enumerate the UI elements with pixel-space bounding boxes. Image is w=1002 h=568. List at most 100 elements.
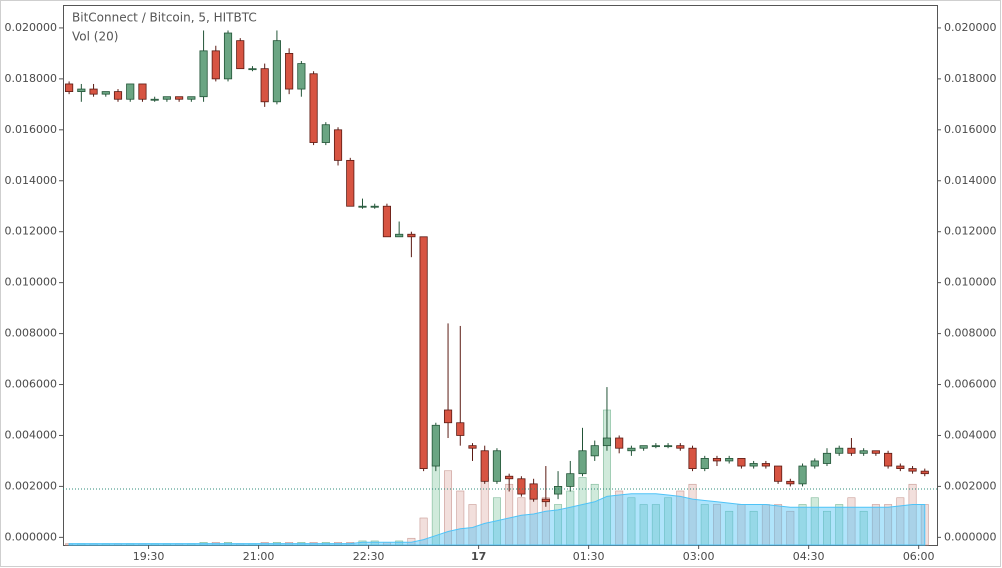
x-tick-label: 19:30 xyxy=(133,550,165,563)
candle-body xyxy=(223,32,233,80)
candle-body xyxy=(725,457,734,462)
candle-body xyxy=(211,50,220,80)
candle-body xyxy=(688,447,697,469)
y-tick-label: 0.000000 xyxy=(5,530,58,543)
candle-body xyxy=(199,50,208,98)
candle-body xyxy=(676,445,685,449)
y-tick-label: 0.020000 xyxy=(5,21,58,34)
y-tick-label-right: 0.014000 xyxy=(944,174,997,187)
x-tick-label: 22:30 xyxy=(353,550,385,563)
x-tick-label: 04:30 xyxy=(793,550,825,563)
candle-body xyxy=(505,475,514,480)
candle-body xyxy=(285,52,294,90)
candle-body xyxy=(321,124,330,143)
candle-body xyxy=(639,445,648,449)
x-tick-label: 03:00 xyxy=(683,550,715,563)
candle-body xyxy=(150,98,159,101)
axes-layer: 0.000000 0.000000 0.002000 0.002000 0.004000… xyxy=(5,21,997,563)
y-tick-label: 0.004000 xyxy=(5,428,58,441)
candle-body xyxy=(89,88,98,95)
candle-body xyxy=(162,96,171,100)
y-tick-label-right: 0.004000 xyxy=(944,428,997,441)
candle-body xyxy=(395,233,404,238)
volume-bar xyxy=(431,463,440,546)
candle-body xyxy=(272,40,281,103)
candle-body xyxy=(712,457,722,462)
x-tick-label: 21:00 xyxy=(243,550,275,563)
candle-body xyxy=(627,447,636,452)
candle-body xyxy=(480,450,489,482)
candle-body xyxy=(443,409,453,424)
candle-body xyxy=(77,88,86,93)
candle-body xyxy=(382,205,391,238)
candle-body xyxy=(553,486,563,495)
y-tick-label: 0.002000 xyxy=(5,479,58,492)
candle-body xyxy=(492,450,502,482)
candle-body xyxy=(664,445,673,448)
candle-body xyxy=(847,447,856,454)
candle-body xyxy=(578,450,587,475)
candle-body xyxy=(529,483,538,500)
candle-body xyxy=(126,83,135,100)
candle-body xyxy=(138,83,147,100)
candle-body xyxy=(835,447,844,454)
chart-title: BitConnect / Bitcoin, 5, HITBTC xyxy=(72,11,257,25)
candle-body xyxy=(419,236,428,469)
candle-body xyxy=(333,129,343,161)
x-tick-label: 01:30 xyxy=(573,550,605,563)
candle-body xyxy=(309,73,318,143)
x-tick-label: 17 xyxy=(471,550,486,563)
y-tick-label-right: 0.008000 xyxy=(944,327,997,340)
candle-body xyxy=(113,91,123,100)
candle-body xyxy=(822,452,832,464)
y-tick-label-right: 0.016000 xyxy=(944,123,997,136)
candle-body xyxy=(859,450,868,454)
candle-body xyxy=(786,480,795,485)
candle-body xyxy=(468,445,477,449)
candle-body xyxy=(920,470,929,475)
y-tick-label-right: 0.012000 xyxy=(944,225,997,238)
y-tick-label: 0.014000 xyxy=(5,174,58,187)
candle-body xyxy=(248,68,257,71)
y-tick-label: 0.016000 xyxy=(5,123,58,136)
volume-layer xyxy=(65,409,929,546)
candle-body xyxy=(175,96,184,100)
volume-ma-area xyxy=(68,493,926,546)
candle-body xyxy=(517,478,526,495)
candle-body xyxy=(896,465,905,469)
candle-body xyxy=(602,437,612,447)
candle-body xyxy=(615,437,624,449)
candle-body xyxy=(774,465,783,482)
candle-body xyxy=(65,83,74,93)
candle-body xyxy=(541,498,550,503)
candle-body xyxy=(456,422,465,436)
candle-body xyxy=(370,205,379,208)
candle-body xyxy=(737,457,746,467)
x-tick-label: 06:00 xyxy=(903,550,935,563)
candle-body xyxy=(187,96,196,100)
candle-body xyxy=(101,91,110,95)
candle-body xyxy=(761,463,770,467)
candle-body xyxy=(798,465,807,485)
candle-body xyxy=(431,424,440,467)
candle-body xyxy=(407,233,416,238)
volume-label: Vol (20) xyxy=(72,30,118,44)
candle-body xyxy=(260,68,269,103)
candle-layer xyxy=(63,30,937,507)
candle-body xyxy=(810,460,819,467)
y-tick-label-right: 0.000000 xyxy=(944,530,997,543)
y-tick-label: 0.006000 xyxy=(5,378,58,391)
y-tick-label-right: 0.010000 xyxy=(944,276,997,289)
y-tick-label: 0.010000 xyxy=(5,276,58,289)
y-tick-label: 0.018000 xyxy=(5,72,58,85)
y-tick-label-right: 0.018000 xyxy=(944,72,997,85)
candle-body xyxy=(700,457,709,469)
candle-body xyxy=(908,468,917,472)
candle-body xyxy=(651,445,660,448)
candle-body xyxy=(297,63,306,90)
candle-body xyxy=(346,159,355,207)
y-tick-label: 0.012000 xyxy=(5,225,58,238)
candle-body xyxy=(566,473,575,487)
